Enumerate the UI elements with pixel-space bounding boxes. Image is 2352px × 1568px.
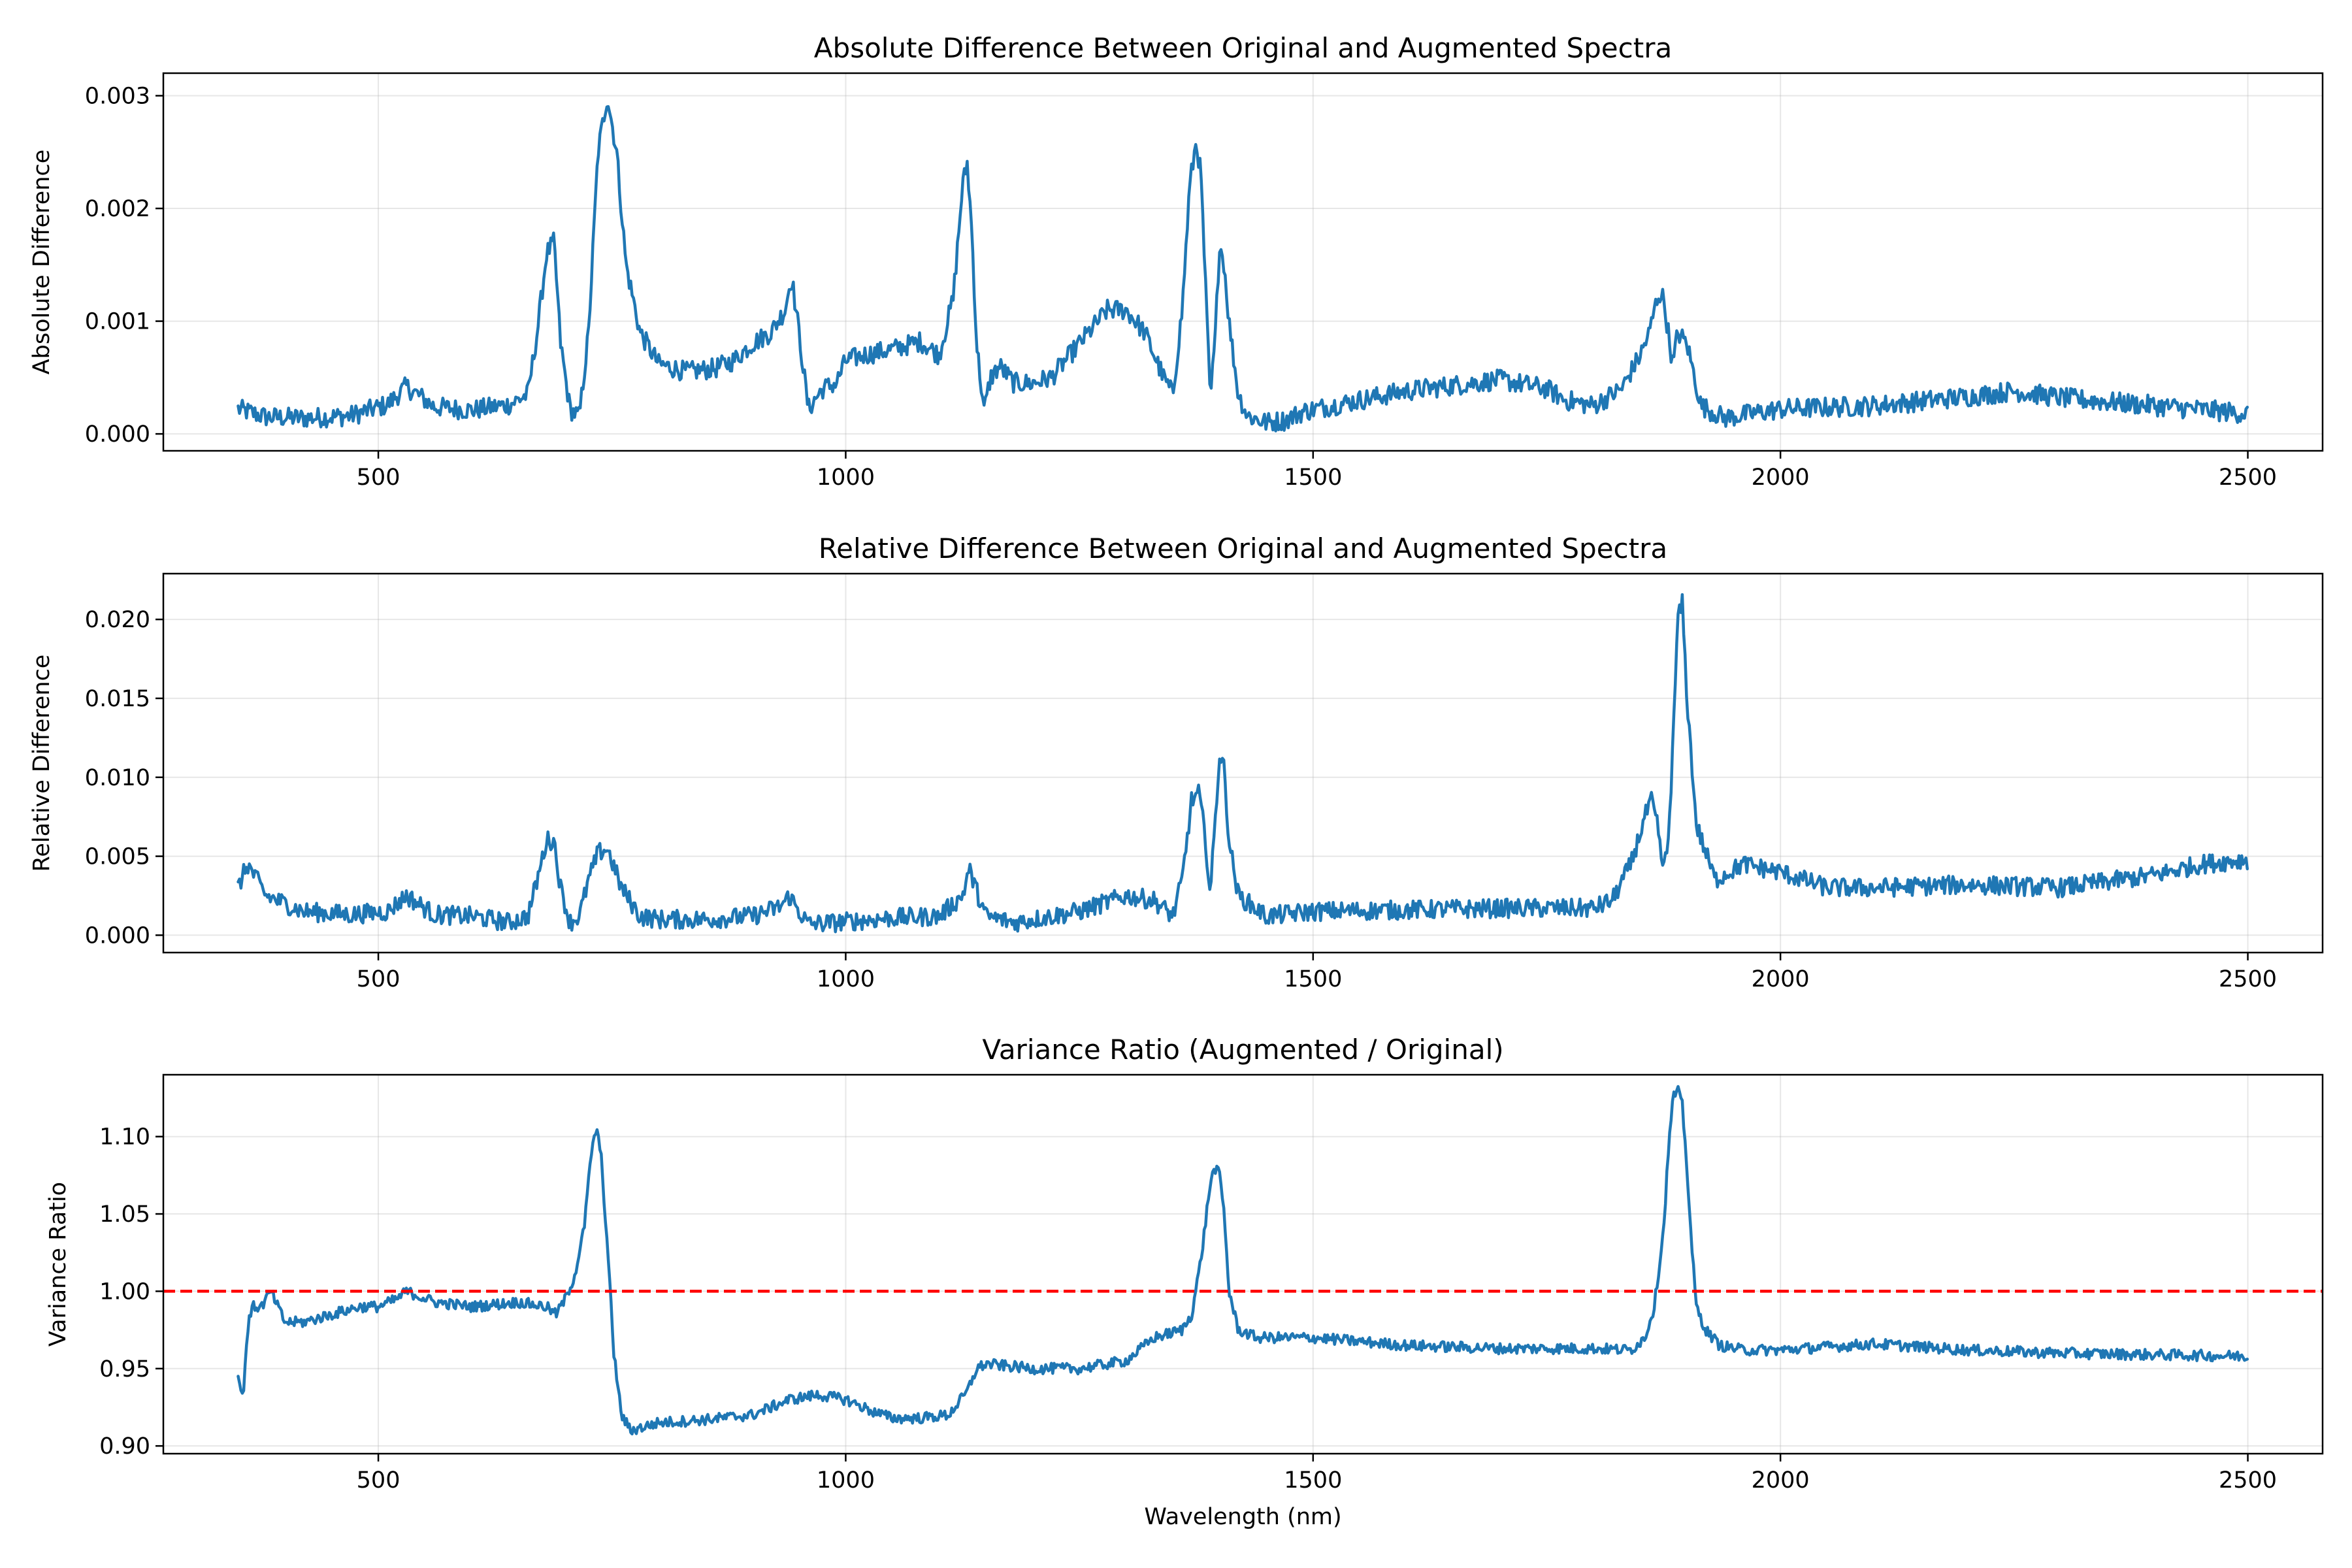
y-axis-label: Absolute Difference <box>29 150 55 375</box>
y-tick-label: 0.000 <box>85 421 150 448</box>
y-axis-label: Variance Ratio <box>45 1182 71 1347</box>
y-tick-label: 0.000 <box>85 923 150 949</box>
y-tick-label: 1.05 <box>99 1201 150 1228</box>
x-tick-label: 1500 <box>1284 1467 1342 1494</box>
axes-frame <box>162 572 2324 954</box>
x-axis-label: Wavelength (nm) <box>1144 1504 1341 1530</box>
x-tick-label: 500 <box>357 1467 400 1494</box>
panel-title: Variance Ratio (Augmented / Original) <box>982 1034 1503 1066</box>
x-tick-label: 2500 <box>2219 1467 2277 1494</box>
x-tick-label: 1000 <box>817 1467 875 1494</box>
x-tick-label: 500 <box>357 966 400 992</box>
x-tick-label: 2000 <box>1752 465 1810 491</box>
x-tick-label: 2000 <box>1752 966 1810 992</box>
y-tick-label: 0.95 <box>99 1356 150 1382</box>
y-axis-label: Relative Difference <box>29 655 55 872</box>
axes-frame <box>162 1073 2324 1455</box>
x-tick-label: 1500 <box>1284 966 1342 992</box>
x-tick-label: 1000 <box>817 966 875 992</box>
y-tick-label: 1.00 <box>99 1279 150 1305</box>
x-tick-label: 2500 <box>2219 465 2277 491</box>
y-tick-label: 0.020 <box>85 607 150 633</box>
y-tick-label: 0.001 <box>85 309 150 335</box>
y-tick-label: 0.005 <box>85 844 150 870</box>
panel-variance-ratio: 500 1000 1500 2000 25000.900.951.001.051.10 … <box>45 1034 2324 1530</box>
y-tick-label: 0.010 <box>85 765 150 791</box>
x-tick-label: 2000 <box>1752 1467 1810 1494</box>
variance-ratio-line <box>237 1085 2249 1436</box>
y-tick-label: 1.10 <box>99 1124 150 1151</box>
x-tick-label: 2500 <box>2219 966 2277 992</box>
panel-absolute-difference: 500 1000 1500 2000 25000.0000.0010.0020.003 … <box>29 32 2324 491</box>
x-tick-label: 1000 <box>817 465 875 491</box>
y-tick-label: 0.015 <box>85 686 150 712</box>
panel-relative-difference: 500 1000 1500 2000 2500 0.000 0.005 0.010 0.015 0… <box>29 532 2324 992</box>
panel-title: Relative Difference Between Original and… <box>819 532 1667 564</box>
relative-difference-line <box>237 593 2249 934</box>
y-tick-label: 0.002 <box>85 196 150 222</box>
axes-frame <box>162 72 2324 452</box>
absolute-difference-line <box>237 105 2249 433</box>
x-tick-label: 500 <box>357 465 400 491</box>
panel-title: Absolute Difference Between Original and… <box>814 32 1672 64</box>
y-tick-label: 0.90 <box>99 1433 150 1460</box>
x-tick-label: 1500 <box>1284 465 1342 491</box>
y-tick-label: 0.003 <box>85 84 150 110</box>
